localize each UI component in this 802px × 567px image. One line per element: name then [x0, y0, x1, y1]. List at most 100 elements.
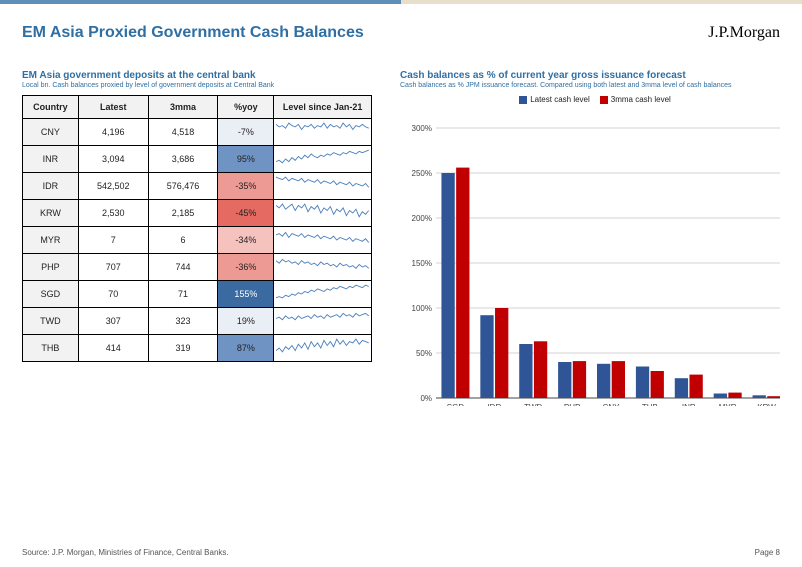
bar	[728, 393, 741, 398]
cell: THB	[23, 335, 79, 362]
bar	[534, 341, 547, 398]
cell: -7%	[218, 119, 274, 146]
cell: -36%	[218, 254, 274, 281]
cell: MYR	[23, 227, 79, 254]
cell: 307	[78, 308, 148, 335]
col-header: Country	[23, 96, 79, 119]
legend-label: 3mma cash level	[611, 95, 671, 104]
svg-text:IDR: IDR	[487, 403, 501, 406]
col-header: 3mma	[148, 96, 218, 119]
bar	[714, 394, 727, 399]
legend-swatch	[600, 96, 608, 104]
sparkline-cell	[274, 281, 372, 308]
cell: CNY	[23, 119, 79, 146]
cell: -35%	[218, 173, 274, 200]
cell: TWD	[23, 308, 79, 335]
cell: 19%	[218, 308, 274, 335]
bar	[480, 315, 493, 398]
svg-text:TWD: TWD	[524, 403, 542, 406]
cell: 155%	[218, 281, 274, 308]
svg-text:THB: THB	[642, 403, 658, 406]
bar	[675, 378, 688, 398]
table-row: INR3,0943,68695%	[23, 146, 372, 173]
bar	[456, 168, 469, 398]
sparkline-cell	[274, 119, 372, 146]
cell: 2,185	[148, 200, 218, 227]
chart-subtitle: Cash balances as % JPM issuance forecast…	[400, 82, 780, 89]
table-header-row: CountryLatest3mma%yoyLevel since Jan-21	[23, 96, 372, 119]
svg-text:PHP: PHP	[564, 403, 580, 406]
sparkline-cell	[274, 254, 372, 281]
cell: IDR	[23, 173, 79, 200]
sparkline-cell	[274, 335, 372, 362]
sparkline-cell	[274, 200, 372, 227]
cell: 87%	[218, 335, 274, 362]
bar	[767, 396, 780, 398]
col-header: Level since Jan-21	[274, 96, 372, 119]
source-note: Source: J.P. Morgan, Ministries of Finan…	[22, 548, 229, 557]
svg-text:SGD: SGD	[447, 403, 465, 406]
bar	[753, 395, 766, 398]
cell: 744	[148, 254, 218, 281]
cell: -45%	[218, 200, 274, 227]
cell: 70	[78, 281, 148, 308]
cell: 71	[148, 281, 218, 308]
svg-text:250%: 250%	[412, 169, 432, 178]
cell: KRW	[23, 200, 79, 227]
deposits-table: CountryLatest3mma%yoyLevel since Jan-21 …	[22, 95, 372, 362]
footer: Source: J.P. Morgan, Ministries of Finan…	[22, 548, 780, 557]
bar	[651, 371, 664, 398]
cell: PHP	[23, 254, 79, 281]
svg-text:KRW: KRW	[757, 403, 776, 406]
cell: 7	[78, 227, 148, 254]
table-subtitle: Local bn. Cash balances proxied by level…	[22, 82, 372, 89]
chart-legend: Latest cash level3mma cash level	[400, 95, 780, 104]
table-panel: EM Asia government deposits at the centr…	[22, 70, 372, 436]
svg-text:MYR: MYR	[719, 403, 737, 406]
cell: SGD	[23, 281, 79, 308]
cell: -34%	[218, 227, 274, 254]
brand-logo: J.P.Morgan	[708, 24, 780, 42]
bar	[612, 361, 625, 398]
cell: INR	[23, 146, 79, 173]
svg-text:150%: 150%	[412, 259, 432, 268]
chart-title: Cash balances as % of current year gross…	[400, 70, 780, 81]
cell: 3,686	[148, 146, 218, 173]
svg-text:200%: 200%	[412, 214, 432, 223]
bar-chart: 0%50%100%150%200%250%300%SGDIDRTWDPHPCNY…	[400, 106, 780, 436]
bar	[441, 173, 454, 398]
cell: 2,530	[78, 200, 148, 227]
col-header: Latest	[78, 96, 148, 119]
page-number: Page 8	[755, 548, 780, 557]
svg-text:300%: 300%	[412, 124, 432, 133]
table-row: PHP707744-36%	[23, 254, 372, 281]
table-row: THB41431987%	[23, 335, 372, 362]
cell: 542,502	[78, 173, 148, 200]
bar	[689, 375, 702, 398]
page: EM Asia Proxied Government Cash Balances…	[0, 0, 802, 567]
cell: 319	[148, 335, 218, 362]
svg-text:50%: 50%	[416, 349, 432, 358]
cell: 6	[148, 227, 218, 254]
sparkline-cell	[274, 227, 372, 254]
legend-swatch	[519, 96, 527, 104]
svg-text:0%: 0%	[420, 394, 432, 403]
col-header: %yoy	[218, 96, 274, 119]
cell: 414	[78, 335, 148, 362]
cell: 707	[78, 254, 148, 281]
cell: 323	[148, 308, 218, 335]
table-row: CNY4,1964,518-7%	[23, 119, 372, 146]
table-row: IDR542,502576,476-35%	[23, 173, 372, 200]
page-title: EM Asia Proxied Government Cash Balances	[22, 24, 364, 42]
sparkline-cell	[274, 173, 372, 200]
cell: 4,196	[78, 119, 148, 146]
bar	[558, 362, 571, 398]
header: EM Asia Proxied Government Cash Balances…	[22, 24, 780, 42]
table-row: SGD7071155%	[23, 281, 372, 308]
table-row: KRW2,5302,185-45%	[23, 200, 372, 227]
svg-text:INR: INR	[682, 403, 696, 406]
svg-text:100%: 100%	[412, 304, 432, 313]
content: EM Asia government deposits at the centr…	[22, 70, 780, 436]
cell: 95%	[218, 146, 274, 173]
bar	[495, 308, 508, 398]
